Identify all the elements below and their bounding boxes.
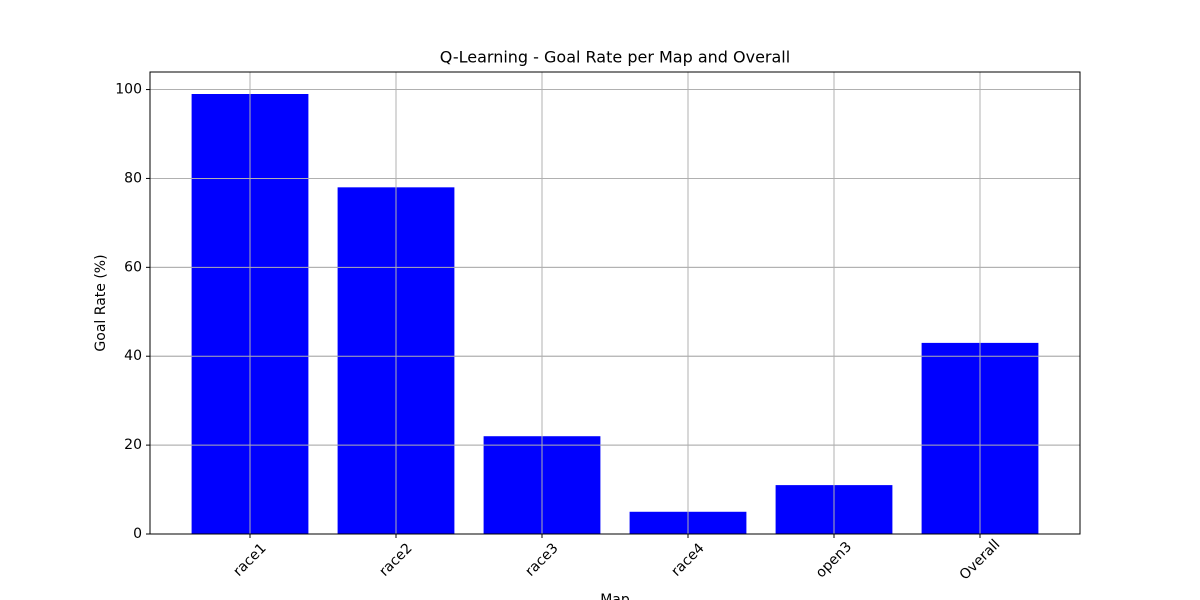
y-axis-label: Goal Rate (%)	[93, 254, 109, 351]
y-tick-label: 60	[124, 259, 142, 275]
x-tick-label: race1	[230, 540, 269, 579]
y-tick-label: 40	[124, 348, 142, 364]
plot-frame	[149, 71, 1081, 535]
x-tick-label: open3	[813, 539, 855, 581]
y-tick-label: 20	[124, 437, 142, 453]
x-tick-label: race2	[376, 540, 415, 579]
x-axis-label: Map	[600, 592, 630, 600]
y-tick-label: 100	[115, 82, 142, 98]
y-tick-label: 80	[124, 170, 142, 186]
x-tick-label: race3	[522, 540, 561, 579]
y-tick-label: 0	[133, 526, 142, 542]
chart-title: Q-Learning - Goal Rate per Map and Overa…	[440, 48, 790, 67]
x-tick-label: race4	[668, 540, 707, 579]
x-tick-label: Overall	[957, 537, 1004, 584]
